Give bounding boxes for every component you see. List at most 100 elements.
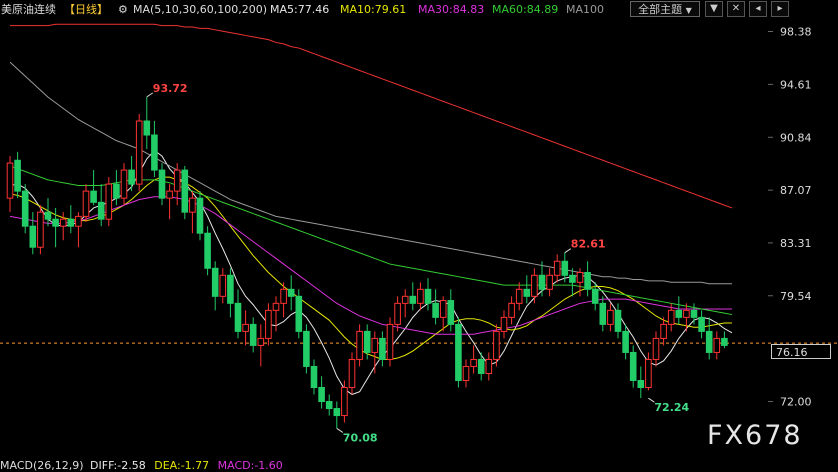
ma5-line (9, 149, 733, 396)
candle-up (546, 274, 553, 290)
candle-up (257, 337, 265, 346)
collapse-button[interactable]: ▼ (705, 1, 723, 17)
candle-down (569, 274, 576, 283)
period-label[interactable]: 【日线】 (64, 3, 108, 16)
candle-down (287, 288, 295, 297)
candlestick-chart[interactable]: 98.38 94.61 90.84 87.07 83.31 79.54 72.00 93.72… (0, 0, 838, 459)
ma200-line (10, 23, 733, 209)
candle-down (622, 330, 629, 353)
close-icon: ✕ (731, 3, 741, 14)
candle-up (166, 190, 173, 199)
candle-up (645, 358, 652, 389)
candle-down (409, 295, 417, 304)
candle-up (135, 120, 143, 185)
next-button[interactable]: ▸ (771, 1, 789, 17)
candle-up (120, 169, 128, 199)
prev-button[interactable]: ◂ (749, 1, 767, 17)
y-tick-label: 72.00 (780, 396, 812, 409)
candle-down (151, 134, 158, 171)
candle-down (196, 197, 204, 234)
diff-value: DIFF:-2.58 (90, 459, 146, 472)
candle-down (455, 323, 462, 381)
candle-down (14, 159, 21, 192)
y-tick-label: 79.54 (780, 290, 812, 303)
candle-down (721, 337, 728, 346)
candle-up (607, 309, 614, 325)
candle-down (432, 302, 439, 318)
candle-up (500, 316, 508, 332)
candle-down (113, 183, 120, 199)
candle-up (105, 183, 113, 220)
candle-up (713, 337, 721, 353)
candle-down (447, 300, 455, 325)
macd-label: MACD(26,12,9) (0, 459, 84, 472)
chart-header: 美原油连续 【日线】 ⚙ MA(5,10,30,60,100,200) MA5:… (0, 0, 838, 20)
annotation-pointer (648, 397, 655, 403)
y-tick-label: 98.38 (780, 26, 812, 39)
ma10-line (9, 176, 732, 360)
candle-up (356, 330, 363, 360)
annotation-pointer (564, 248, 572, 254)
annotation-pointer (146, 92, 154, 98)
candle-up (576, 271, 584, 283)
candle-down (614, 309, 622, 332)
candle-up (493, 330, 500, 360)
candle-up (667, 309, 675, 325)
candle-down (44, 211, 52, 220)
candle-up (59, 218, 67, 227)
candle-up (515, 288, 523, 304)
candle-up (462, 365, 470, 381)
candle-up (82, 190, 90, 217)
macd-value: MACD:-1.60 (217, 459, 283, 472)
candle-up (189, 197, 196, 213)
candle-up (386, 323, 394, 360)
candle-down (21, 190, 29, 227)
ma60-value: MA60:84.89 (492, 3, 559, 16)
candle-down (599, 302, 607, 325)
candle-up (37, 211, 44, 248)
candle-up (280, 288, 287, 304)
candle-up (75, 215, 82, 227)
candle-up (553, 260, 561, 276)
ma100-value: MA100 (566, 3, 605, 16)
ma5-value: MA5:77.46 (270, 3, 330, 16)
candle-down (211, 267, 219, 297)
candle-down (29, 225, 37, 248)
chevron-down-icon: ▼ (685, 6, 692, 15)
candle-up (6, 162, 14, 199)
candle-down (318, 387, 325, 403)
y-tick-label: 83.31 (780, 237, 812, 250)
annotation-label: 82.61 (571, 238, 606, 251)
candle-down (675, 309, 683, 318)
candle-up (272, 302, 280, 311)
candle-down (363, 330, 371, 353)
candle-down (90, 190, 97, 203)
candle-up (470, 358, 477, 367)
close-button[interactable]: ✕ (727, 1, 745, 17)
arrow-down-icon: ▼ (710, 3, 718, 14)
ma-params: MA(5,10,30,60,100,200) (133, 3, 268, 16)
annotation-pointer (336, 428, 344, 433)
candle-up (660, 323, 667, 339)
candle-down (67, 218, 75, 227)
y-tick-label: 90.84 (780, 131, 812, 144)
settings-icon[interactable]: ⚙ (118, 3, 128, 16)
arrow-right-icon: ▸ (777, 3, 783, 14)
annotation-label: 72.24 (654, 401, 689, 414)
candle-down (234, 302, 242, 332)
candle-down (637, 379, 645, 389)
candle-down (379, 337, 386, 360)
ma30-line (9, 196, 732, 335)
arrow-left-icon: ◂ (755, 3, 761, 14)
y-tick-label: 94.61 (780, 78, 812, 91)
annotation-label: 70.08 (343, 431, 378, 444)
candle-up (348, 358, 356, 389)
candle-down (561, 260, 569, 276)
candle-down (204, 232, 211, 269)
watermark-logo: FX678 (707, 420, 803, 451)
theme-label: 全部主题 (638, 3, 683, 16)
candle-down (523, 288, 531, 297)
y-tick-label: 87.07 (780, 184, 812, 197)
candle-down (295, 295, 303, 332)
theme-dropdown[interactable]: 全部主题 ▼ (630, 1, 700, 17)
